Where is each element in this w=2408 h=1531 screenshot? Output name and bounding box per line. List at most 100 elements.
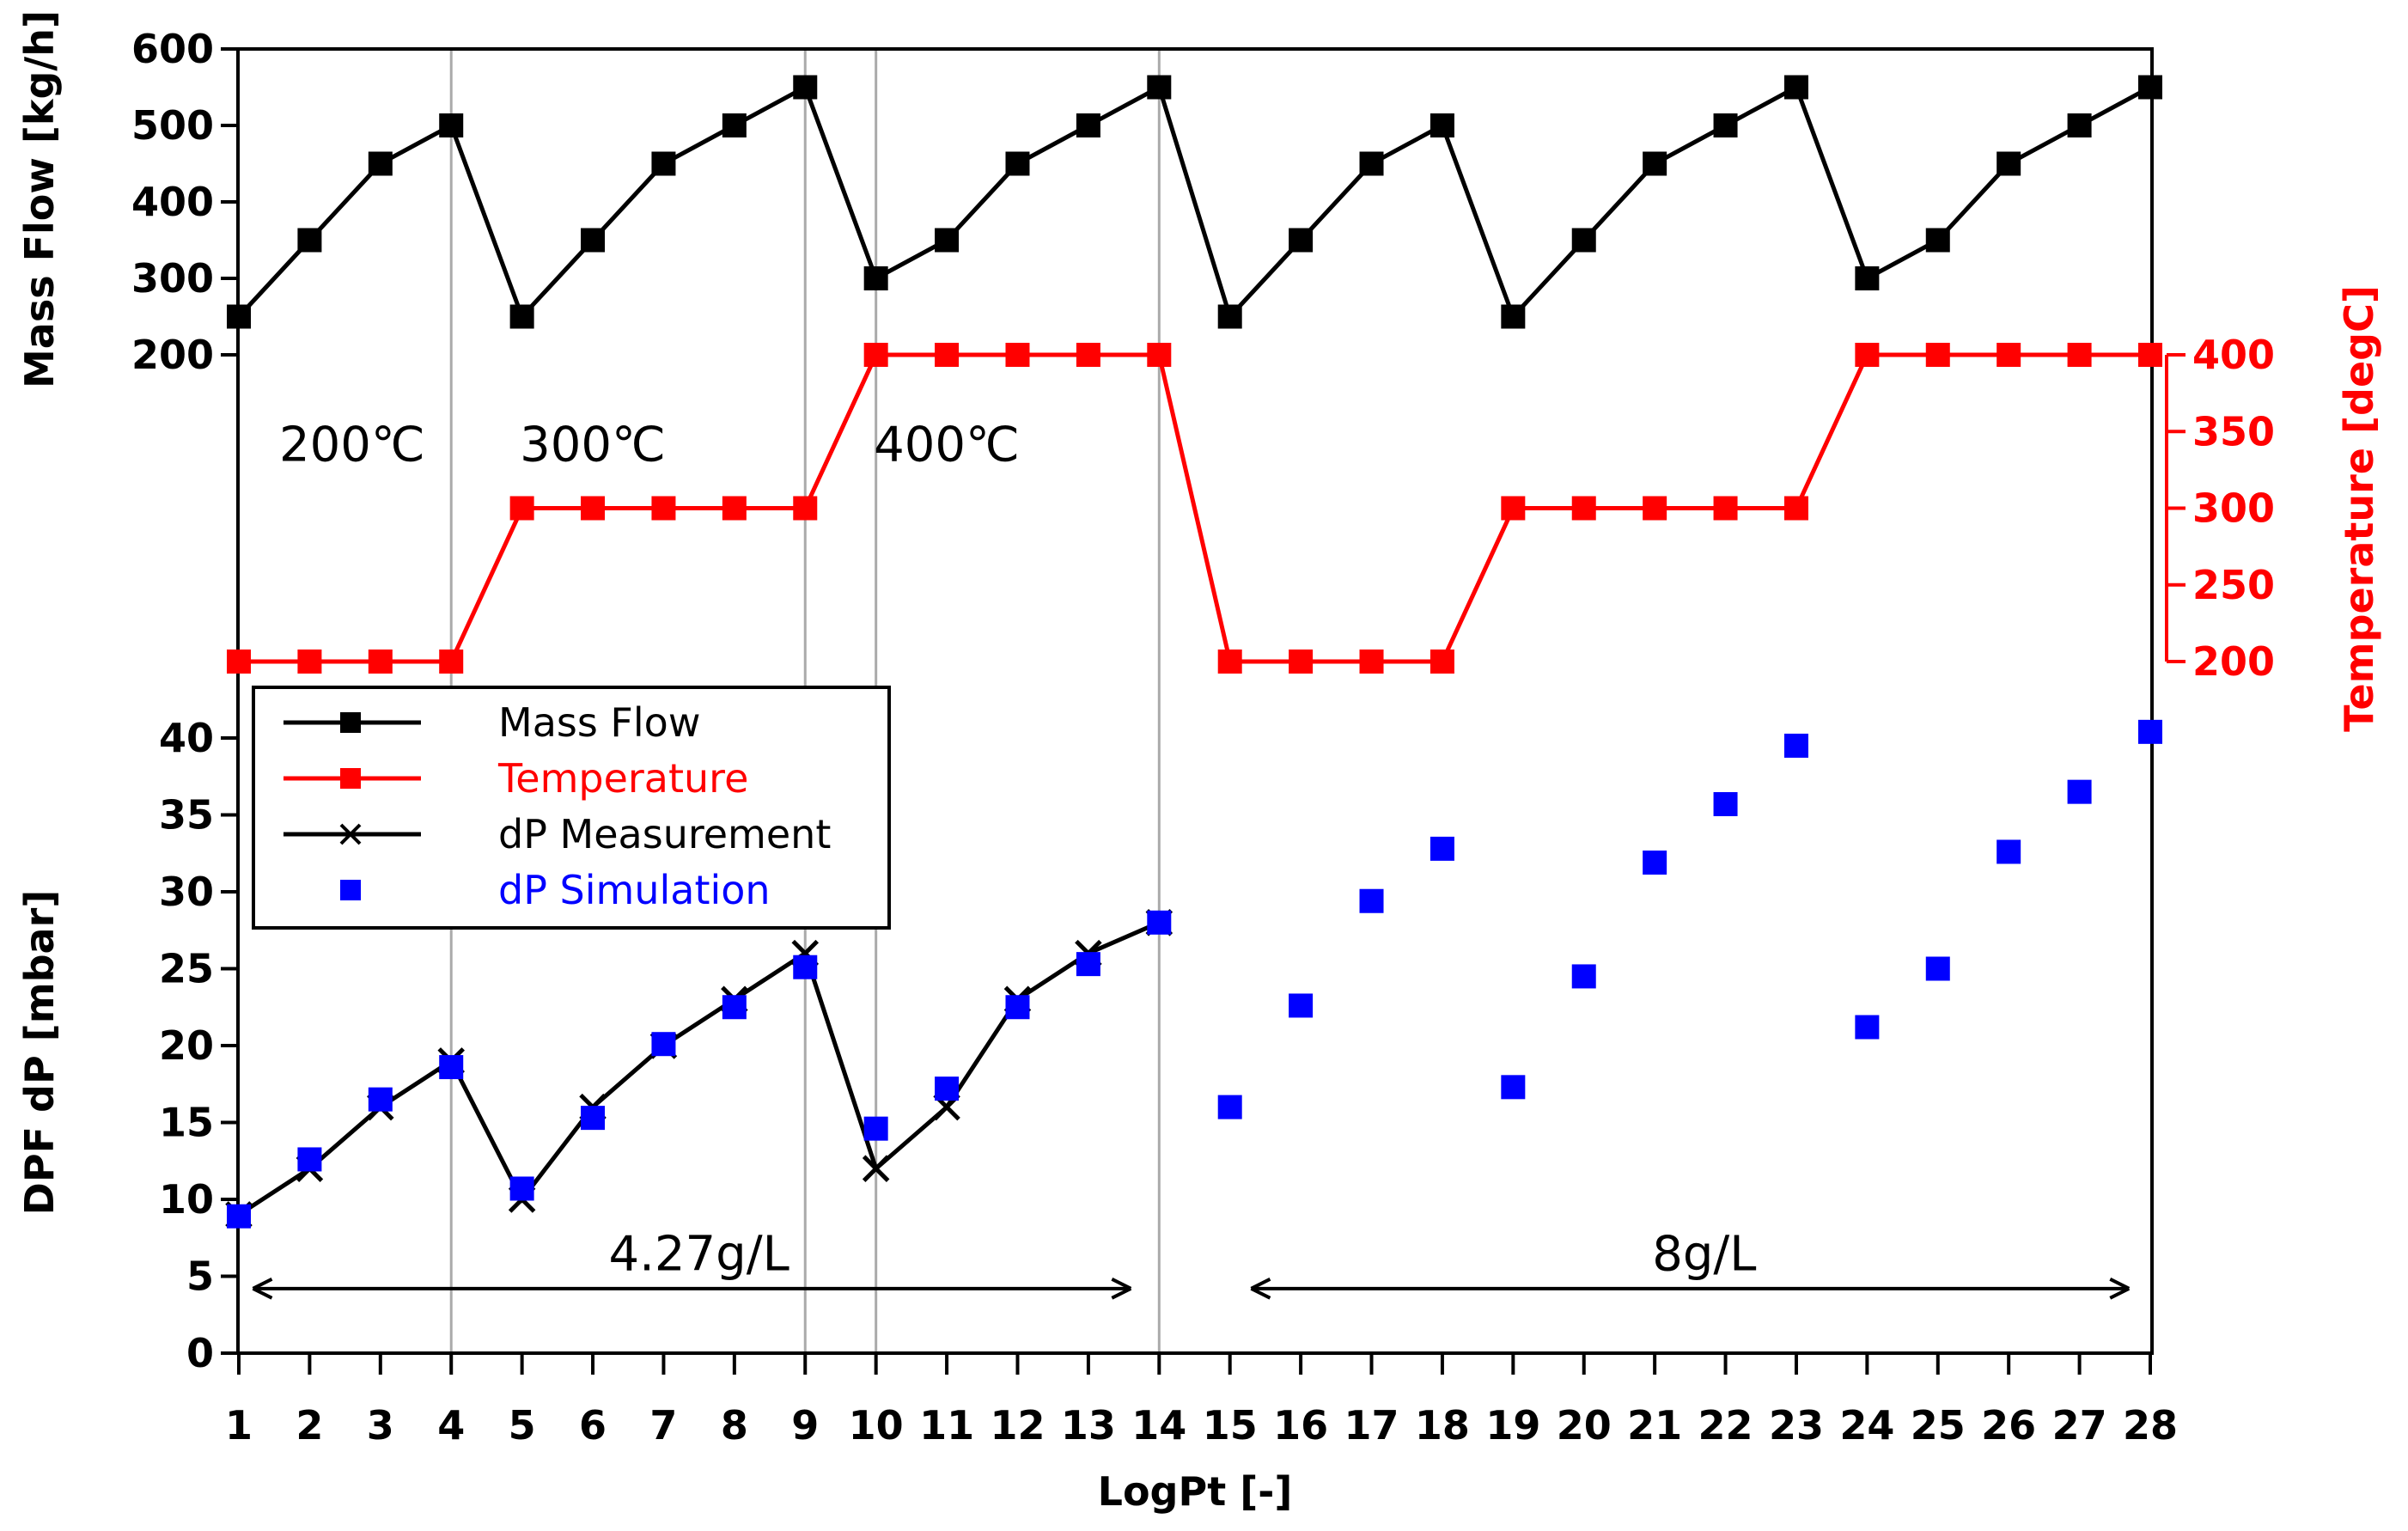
- dp-simulation-point: [1925, 956, 1950, 981]
- mass-flow-line: [237, 83, 2152, 321]
- temp-400-label: 400℃: [874, 418, 1020, 473]
- loading-8-arrow: [1250, 1278, 2131, 1300]
- mass-flow-point: [1359, 151, 1384, 176]
- mass-flow-point: [2067, 113, 2092, 137]
- temperature-point: [1359, 650, 1384, 674]
- temperature-point: [227, 650, 251, 674]
- x-tick-label: 5: [509, 1402, 536, 1449]
- legend-label-temperature: Temperature: [497, 755, 748, 802]
- dp-simulation-point: [581, 1106, 606, 1131]
- legend-item-dp-measurement: dP Measurement: [283, 811, 831, 857]
- dp-tick-label: 15: [159, 1100, 214, 1146]
- temperature-point: [935, 343, 960, 367]
- dp-measurement-point: [862, 1155, 890, 1182]
- mass-flow-point: [1005, 151, 1030, 176]
- x-tick-label: 8: [721, 1402, 748, 1449]
- temperature-point: [1571, 496, 1596, 521]
- mass-flow-point: [1925, 228, 1950, 253]
- temperature-tick-label: 200: [2192, 638, 2275, 685]
- dp-simulation-point: [1289, 993, 1314, 1018]
- temperature-point: [1005, 343, 1030, 367]
- legend-marker-dp-measurement: [339, 823, 362, 845]
- dp-simulation-point: [1783, 733, 1808, 758]
- dp-simulation-point: [1855, 1015, 1880, 1040]
- mass-flow-series: [227, 75, 2162, 329]
- dp-tick-label: 35: [159, 792, 214, 839]
- dp-simulation-point: [1501, 1075, 1526, 1100]
- dp-tick-label: 10: [159, 1176, 214, 1223]
- x-tick-label: 23: [1769, 1402, 1824, 1449]
- legend-marker-mass-flow: [340, 712, 361, 733]
- mass-flow-tick-label: 200: [131, 332, 214, 378]
- mass-flow-point: [297, 228, 322, 253]
- x-tick-label: 1: [225, 1402, 253, 1449]
- temp-200-label: 200℃: [279, 418, 425, 473]
- loading-8-label: 8g/L: [1652, 1227, 1756, 1283]
- x-tick-label: 16: [1273, 1402, 1328, 1449]
- dp-simulation-point: [1713, 791, 1738, 816]
- temperature-tick-label: 300: [2192, 485, 2275, 532]
- dp-simulation-point: [368, 1087, 393, 1112]
- dp-simulation-point: [1359, 888, 1384, 913]
- mass-flow-point: [439, 113, 464, 137]
- x-tick-label: 24: [1839, 1402, 1894, 1449]
- mass-flow-tick-label: 300: [131, 255, 214, 302]
- x-tick-label: 18: [1415, 1402, 1470, 1449]
- dp-simulation-point: [722, 995, 747, 1020]
- legend-item-temperature: Temperature: [283, 755, 748, 802]
- loading-4-27-label: 4.27g/L: [608, 1227, 789, 1283]
- dp-simulation-point: [2067, 779, 2092, 804]
- mass-flow-tick-label: 400: [131, 179, 214, 225]
- x-tick-label: 6: [579, 1402, 607, 1449]
- temperature-point: [1501, 496, 1526, 521]
- temperature-point: [581, 496, 606, 521]
- temperature-point: [793, 496, 818, 521]
- mass-flow-point: [1571, 228, 1596, 253]
- legend-label-dp-simulation: dP Simulation: [498, 867, 771, 913]
- dp-measurement-series: [225, 909, 1174, 1229]
- dp-tick-label: 30: [159, 869, 214, 915]
- mass-flow-point: [1713, 113, 1738, 137]
- x-tick-label: 9: [791, 1402, 819, 1449]
- loading-4-27-arrow: [252, 1278, 1132, 1300]
- x-tick-label: 22: [1698, 1402, 1753, 1449]
- temperature-point: [1713, 496, 1738, 521]
- dp-simulation-point: [1430, 836, 1454, 861]
- temperature-point: [1997, 343, 2021, 367]
- mass-flow-point: [1643, 151, 1667, 176]
- x-tick-label: 28: [2123, 1402, 2178, 1449]
- temperature-point: [1076, 343, 1100, 367]
- mass-flow-point: [509, 304, 534, 329]
- legend-marker-dp-simulation: [340, 880, 361, 900]
- loading-4-27-arrow-head-left: [252, 1278, 273, 1300]
- series: [225, 75, 2162, 1229]
- mass-flow-tick-label: 500: [131, 102, 214, 149]
- temperature-axis-title: Temperature [degC]: [2336, 285, 2382, 732]
- x-tick-label: 20: [1557, 1402, 1612, 1449]
- x-tick-label: 13: [1061, 1402, 1116, 1449]
- temperature-point: [1147, 343, 1172, 367]
- temperature-tick-label: 350: [2192, 408, 2275, 454]
- temperature-point: [2067, 343, 2092, 367]
- mass-flow-point: [793, 75, 818, 100]
- x-tick-label: 10: [849, 1402, 904, 1449]
- legend-label-dp-measurement: dP Measurement: [498, 811, 831, 857]
- dp-simulation-point: [227, 1204, 251, 1229]
- x-tick-label: 11: [919, 1402, 974, 1449]
- mass-flow-point: [227, 304, 251, 329]
- mass-flow-point: [2138, 75, 2162, 100]
- x-tick-label: 25: [1911, 1402, 1966, 1449]
- mass-flow-point: [1289, 228, 1314, 253]
- dp-simulation-point: [793, 955, 818, 979]
- x-tick-label: 27: [2052, 1402, 2107, 1449]
- mass-flow-point: [1501, 304, 1526, 329]
- annotations: 200℃ 300℃ 400℃ 4.27g/L 8g/L: [252, 418, 2131, 1300]
- mass-flow-point: [1076, 113, 1100, 137]
- dp-tick-label: 0: [186, 1330, 214, 1376]
- x-tick-label: 12: [990, 1402, 1045, 1449]
- x-tick-label: 4: [437, 1402, 465, 1449]
- temperature-tick-label: 400: [2192, 332, 2275, 378]
- dp-simulation-point: [1147, 910, 1172, 935]
- temperature-point: [722, 496, 747, 521]
